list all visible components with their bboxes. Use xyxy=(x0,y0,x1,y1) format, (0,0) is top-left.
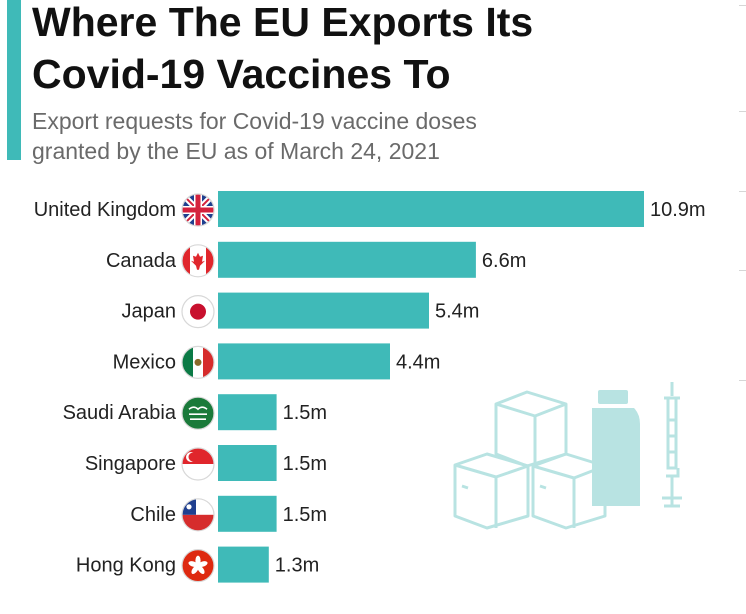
singapore-flag-icon xyxy=(181,447,215,481)
subtitle-line-2: granted by the EU as of March 24, 2021 xyxy=(32,138,440,164)
category-label: United Kingdom xyxy=(34,199,176,221)
bar xyxy=(218,445,277,481)
divider xyxy=(739,191,746,192)
category-label: Mexico xyxy=(113,351,176,373)
category-label: Singapore xyxy=(85,453,176,475)
value-label: 1.5m xyxy=(283,402,327,424)
bar xyxy=(218,546,269,583)
hong-kong-flag-icon xyxy=(181,548,215,583)
value-label: 1.5m xyxy=(283,453,327,475)
category-label: Canada xyxy=(106,250,177,272)
value-label: 1.3m xyxy=(275,555,319,577)
divider xyxy=(739,111,746,112)
value-label: 10.9m xyxy=(650,199,706,221)
canada-flag-icon xyxy=(181,244,215,278)
category-label: Saudi Arabia xyxy=(63,402,177,424)
subtitle-line-1: Export requests for Covid-19 vaccine dos… xyxy=(32,108,477,134)
category-label: Hong Kong xyxy=(76,555,176,577)
syringe-illustration-icon xyxy=(662,382,682,508)
category-label: Chile xyxy=(130,504,176,526)
bar xyxy=(218,241,476,278)
mexico-flag-icon xyxy=(181,345,215,379)
saudi-arabia-flag-icon xyxy=(181,396,215,430)
title-accent-bar xyxy=(7,0,21,160)
vaccine-boxes-illustration-icon xyxy=(453,390,607,530)
divider xyxy=(739,380,746,381)
value-label: 1.5m xyxy=(283,504,327,526)
title-line-2: Covid-19 Vaccines To xyxy=(32,51,451,97)
value-label: 6.6m xyxy=(482,250,526,272)
chart-title: Where The EU Exports Its Covid-19 Vaccin… xyxy=(32,0,533,100)
bar xyxy=(218,495,277,532)
chart-subtitle: Export requests for Covid-19 vaccine dos… xyxy=(32,106,477,166)
bar xyxy=(218,343,390,380)
value-label: 4.4m xyxy=(396,351,440,373)
bar xyxy=(218,191,644,227)
vaccine-vial-illustration-icon xyxy=(592,390,640,506)
title-line-1: Where The EU Exports Its xyxy=(32,0,534,45)
value-label: 5.4m xyxy=(435,301,479,323)
chile-flag-icon xyxy=(181,498,215,532)
bar xyxy=(218,292,429,329)
bar xyxy=(218,394,277,431)
divider xyxy=(739,5,746,6)
divider xyxy=(739,270,746,271)
category-label: Japan xyxy=(122,301,177,323)
uk-flag-icon xyxy=(181,193,215,227)
japan-flag-icon xyxy=(181,295,215,329)
